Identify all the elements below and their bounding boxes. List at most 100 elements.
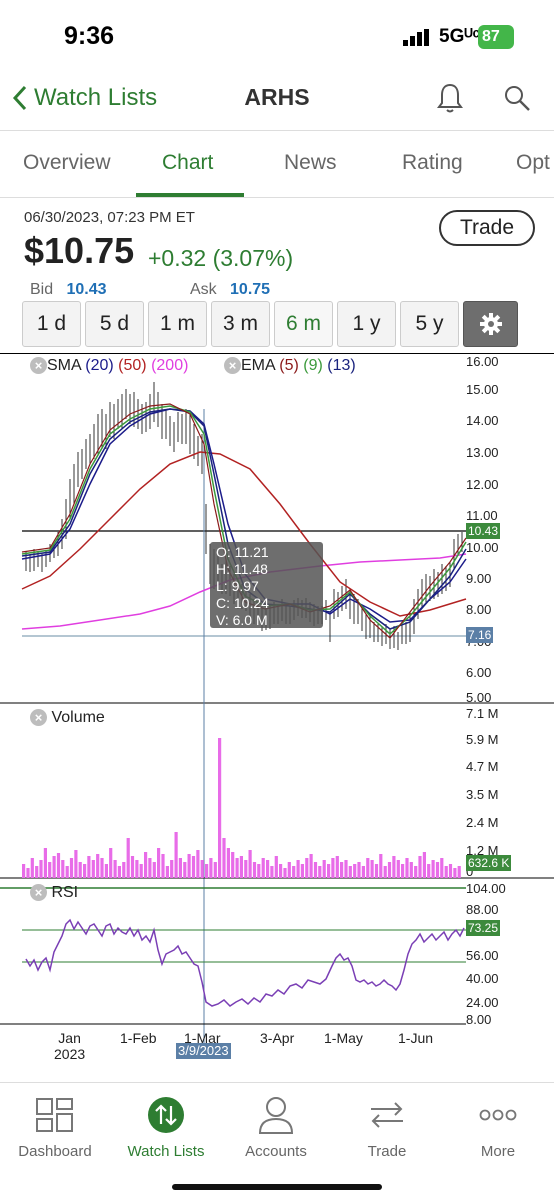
y-tick: 15.00 — [466, 382, 499, 397]
back-button[interactable]: Watch Lists — [12, 84, 157, 112]
range-1d[interactable]: 1 d — [22, 301, 81, 347]
ema-13: (13) — [327, 357, 356, 374]
volume-bar — [248, 850, 252, 878]
tab-overview[interactable]: Overview — [23, 151, 111, 174]
x-tick: 1-Feb — [120, 1030, 157, 1046]
volume-bar — [22, 864, 26, 878]
volume-bar — [383, 866, 387, 878]
arrows-icon — [371, 1102, 403, 1128]
search-icon[interactable] — [503, 84, 531, 112]
more-icon — [479, 1109, 517, 1121]
volume-bar — [117, 866, 121, 878]
volume-bar — [135, 860, 139, 878]
volume-bar — [309, 854, 313, 878]
volume-bar — [379, 854, 383, 878]
volume-bar — [65, 866, 69, 878]
gear-icon — [479, 313, 502, 335]
x-tick-jan: Jan 2023 — [54, 1030, 85, 1062]
y-tick: 9.00 — [466, 571, 492, 586]
volume-bar — [218, 738, 222, 878]
rsi-legend: × RSI — [30, 884, 78, 902]
low-price-tag: 7.16 — [466, 627, 494, 643]
volume-bar — [104, 864, 108, 878]
volume-bar — [222, 838, 226, 878]
volume-bar — [305, 858, 309, 878]
volume-bar — [35, 866, 39, 878]
tab-rating[interactable]: Rating — [402, 151, 463, 174]
chevron-left-icon — [12, 85, 27, 111]
volume-bar — [96, 854, 100, 878]
volume-bar — [170, 860, 174, 878]
volume-bar — [244, 860, 248, 878]
volume-bar — [300, 864, 304, 878]
sma-label: SMA — [47, 357, 81, 374]
x-tick: Jan — [58, 1030, 81, 1046]
range-1y[interactable]: 1 y — [337, 301, 396, 347]
range-3m[interactable]: 3 m — [211, 301, 270, 347]
rsi-y-tick: 24.00 — [466, 995, 499, 1010]
remove-rsi-icon[interactable]: × — [30, 884, 47, 902]
ask: Ask 10.75 — [190, 281, 270, 299]
tab-accounts[interactable]: Accounts — [226, 1093, 326, 1160]
vol-y-tick: 5.9 M — [466, 732, 499, 747]
range-6m[interactable]: 6 m — [274, 301, 333, 347]
bid: Bid 10.43 — [30, 281, 107, 299]
bid-label: Bid — [30, 281, 54, 298]
x-tick-year: 2023 — [54, 1046, 86, 1062]
volume-bar — [418, 856, 422, 878]
quote-datetime: 06/30/2023, 07:23 PM ET — [24, 209, 195, 226]
rsi-y-tick: 56.00 — [466, 948, 499, 963]
volume-bar — [261, 858, 265, 878]
ema-legend: × EMA (5) (9) (13) — [224, 357, 356, 375]
status-bar: 9:36 5Gᵁᶜ 87 — [0, 0, 554, 70]
volume-bar — [292, 866, 296, 878]
range-5y[interactable]: 5 y — [400, 301, 459, 347]
sma-50: (50) — [118, 357, 147, 374]
range-1m[interactable]: 1 m — [148, 301, 207, 347]
volume-bar — [235, 858, 239, 878]
crosshair-date-tag: 3/9/2023 — [176, 1043, 231, 1059]
volume-bar — [200, 860, 204, 878]
price-chart[interactable] — [0, 354, 554, 1074]
volume-bar — [100, 858, 104, 878]
battery-icon: 87 — [478, 25, 514, 49]
volume-bar — [279, 864, 283, 878]
chart-settings-button[interactable] — [463, 301, 518, 347]
volume-bar — [313, 862, 318, 878]
volume-bar — [357, 862, 361, 878]
vol-y-tick: 4.7 M — [466, 759, 499, 774]
trade-button[interactable]: Trade — [439, 210, 535, 246]
volume-bar — [91, 860, 95, 878]
x-tick: 3-Apr — [260, 1030, 295, 1046]
remove-volume-icon[interactable]: × — [30, 709, 47, 727]
change-value: +0.32 — [148, 245, 207, 271]
back-label: Watch Lists — [34, 84, 158, 111]
volume-bar — [161, 854, 165, 878]
volume-bar — [157, 848, 161, 878]
tab-more[interactable]: More — [448, 1093, 548, 1160]
tab-chart[interactable]: Chart — [162, 151, 214, 174]
volume-bar — [387, 862, 392, 878]
tab-news[interactable]: News — [284, 151, 337, 174]
remove-sma-icon[interactable]: × — [30, 357, 47, 375]
bell-icon[interactable] — [436, 82, 464, 114]
volume-bar — [422, 852, 426, 878]
y-tick: 5.00 — [466, 690, 492, 705]
volume-bar — [209, 858, 213, 878]
volume-bar — [366, 858, 370, 878]
change-percent: (3.07%) — [212, 245, 294, 271]
volume-bar — [457, 866, 461, 878]
volume-label: Volume — [51, 709, 105, 726]
tab-options[interactable]: Opt — [516, 151, 550, 174]
y-tick: 10.00 — [466, 540, 499, 555]
tab-watch-lists[interactable]: Watch Lists — [116, 1093, 216, 1160]
range-5d[interactable]: 5 d — [85, 301, 144, 347]
bid-value: 10.43 — [66, 281, 107, 298]
volume-bar — [361, 866, 365, 878]
remove-ema-icon[interactable]: × — [224, 357, 241, 375]
tab-trade[interactable]: Trade — [337, 1093, 437, 1160]
signal-icon — [403, 29, 429, 46]
tab-dashboard[interactable]: Dashboard — [5, 1093, 105, 1160]
volume-bar — [226, 848, 230, 878]
tooltip-open: O: 11.21 — [216, 544, 269, 560]
